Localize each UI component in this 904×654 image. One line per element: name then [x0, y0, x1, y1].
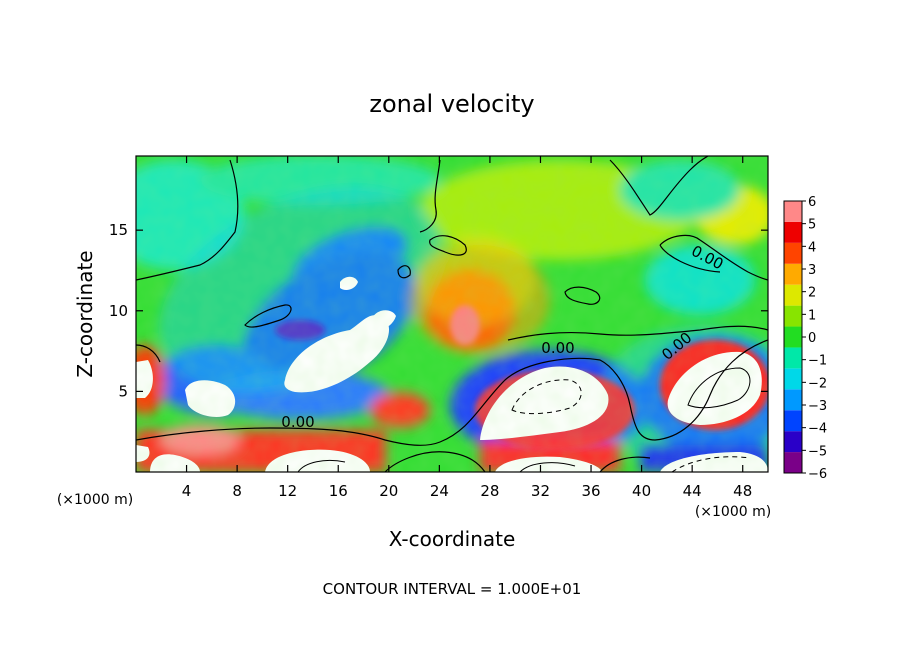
colorbar-tick-label: 0 — [808, 331, 816, 346]
colorbar-swatch — [784, 347, 802, 369]
x-tick-label: 4 — [182, 482, 192, 500]
contour-zero-upper-right — [609, 156, 709, 216]
contour-zero-blob-small — [564, 286, 601, 305]
colorbar-swatch — [784, 389, 802, 411]
contour-zero-island-left — [397, 265, 411, 279]
contour-zero-island-mid — [429, 235, 467, 256]
colorbar-swatch — [784, 368, 802, 390]
x-tick-label: 44 — [683, 482, 702, 500]
colorbar-swatch — [784, 431, 802, 453]
colorbar-tick-label: −1 — [808, 354, 827, 369]
contour-inner-lower-right — [687, 367, 751, 409]
colorbar-tick-label: 1 — [808, 308, 816, 323]
x-tick-label: 20 — [379, 482, 398, 500]
contour-zero-lower-long — [136, 339, 768, 446]
plot-frame — [135, 155, 769, 473]
colorbar-swatch — [784, 305, 802, 327]
contour-label-2: 0.00 — [541, 339, 574, 357]
y-tick-label: 15 — [109, 221, 128, 239]
colorbar: 6 5 4 3 2 1 0 −1 −2 −3 −4 −5 −6 — [783, 195, 827, 482]
contour-inner-bottom-center — [519, 462, 576, 472]
heatmap-field — [136, 156, 768, 472]
x-tick-label: 28 — [480, 482, 499, 500]
colorbar-swatch — [784, 201, 802, 222]
x-tick-label: 36 — [581, 482, 600, 500]
x-tick-label: 32 — [531, 482, 550, 500]
colorbar-tick-label: −2 — [808, 376, 827, 391]
colorbar-tick-label: 6 — [808, 195, 816, 210]
contour-label-1: 0.00 — [281, 413, 314, 431]
contour-zero-upper-left — [136, 159, 239, 281]
contour-lines — [136, 156, 768, 472]
contour-zero-bottom-seg — [384, 451, 486, 472]
contour-zero-mid-band — [507, 325, 768, 341]
x-axis-label: X-coordinate — [389, 527, 516, 551]
x-tick-label: 24 — [430, 482, 449, 500]
contour-zero-bottom-right — [599, 456, 651, 472]
colorbar-tick-label: 4 — [808, 240, 816, 255]
x-tick-label: 12 — [278, 482, 297, 500]
x-unit-note-left: (×1000 m) — [57, 492, 133, 508]
colorbar-swatch — [784, 221, 802, 243]
x-axis: 4 8 12 16 20 24 28 32 36 40 44 48 — [182, 156, 752, 500]
contour-interval-note: CONTOUR INTERVAL = 1.000E+01 — [323, 580, 582, 598]
x-tick-label: 16 — [329, 482, 348, 500]
contour-zero-blob-blue — [244, 304, 292, 328]
contour-zero-ring-right — [659, 234, 768, 281]
colorbar-tick-label: −5 — [808, 444, 827, 459]
colorbar-tick-label: 2 — [808, 286, 816, 301]
y-axis: 5 10 15 — [109, 221, 768, 400]
x-tick-label: 40 — [632, 482, 651, 500]
x-tick-label: 48 — [733, 482, 752, 500]
contour-inner-lower-middle — [511, 379, 582, 415]
colorbar-swatch — [784, 326, 802, 348]
colorbar-tick-label: 5 — [808, 218, 816, 233]
x-unit-note-right: (×1000 m) — [695, 504, 771, 520]
colorbar-swatch — [784, 284, 802, 306]
contour-inner-bottom-mid — [297, 459, 346, 472]
y-tick-label: 5 — [118, 382, 128, 400]
contour-zero-ring-right-inner — [659, 244, 721, 273]
colorbar-swatch — [784, 263, 802, 285]
texture-overlay — [136, 156, 768, 472]
chart-title: zonal velocity — [369, 90, 534, 118]
colorbar-tick-label: −3 — [808, 399, 827, 414]
colorbar-swatch — [784, 410, 802, 432]
contour-zero-upper-middle — [419, 159, 441, 233]
contour-inner-bottom-right — [671, 456, 751, 472]
contour-inner-lines — [297, 367, 751, 472]
colorbar-tick-label: −4 — [808, 422, 827, 437]
y-tick-label: 10 — [109, 302, 128, 320]
contour-zero-lower-left — [136, 344, 161, 363]
y-axis-label: Z-coordinate — [73, 250, 97, 377]
colorbar-swatch — [784, 452, 802, 473]
colorbar-swatch — [784, 242, 802, 264]
colorbar-tick-label: 3 — [808, 263, 816, 278]
x-tick-label: 8 — [232, 482, 242, 500]
colorbar-tick-label: −6 — [808, 467, 827, 482]
